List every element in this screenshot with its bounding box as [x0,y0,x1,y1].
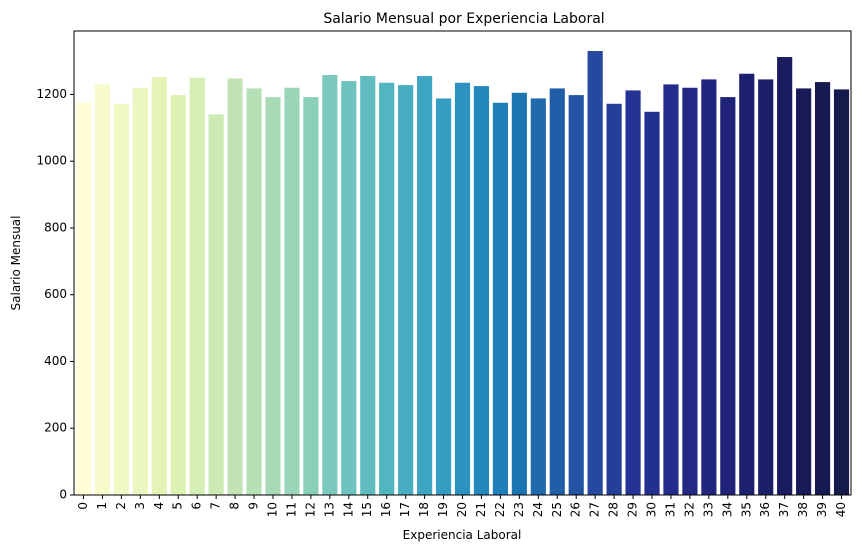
x-tick-label: 22 [493,502,507,517]
x-tick-label: 37 [777,502,791,517]
x-tick-label: 4 [152,502,166,510]
bar-37 [777,57,793,495]
bar-25 [549,88,565,496]
bar-30 [644,111,660,495]
bar-16 [379,82,395,496]
x-tick-label: 40 [834,502,848,517]
x-tick-label: 31 [663,502,677,517]
bar-20 [454,82,471,496]
x-tick-label: 36 [758,502,772,517]
x-tick-label: 6 [190,502,204,510]
y-tick-label: 800 [44,220,67,234]
plot-frame [73,30,852,496]
bar-2 [113,103,129,496]
y-axis-label: Salario Mensual [9,216,23,311]
chart-title: Salario Mensual por Experiencia Laboral [323,11,604,27]
bar-32 [682,87,698,495]
bar-35 [739,73,755,495]
bar-8 [227,78,243,496]
bar-19 [435,98,452,496]
bar-21 [473,86,490,495]
bar-3 [132,87,148,495]
bar-38 [796,88,812,496]
bars-group [75,51,850,496]
x-axis-label: Experiencia Laboral [403,528,522,542]
bar-0 [75,102,92,496]
bar-39 [814,82,831,495]
x-tick-label: 34 [720,502,734,517]
x-tick-label: 14 [341,502,355,517]
bar-17 [398,85,414,495]
bar-10 [265,97,281,495]
x-tick-label: 1 [95,502,109,510]
x-tick-label: 28 [607,502,621,517]
bar-34 [720,97,736,495]
x-tick-label: 10 [265,502,279,517]
x-tick-label: 5 [171,502,185,510]
x-tick-label: 32 [682,502,696,517]
bar-22 [492,102,508,496]
bar-4 [151,77,167,495]
x-tick-label: 20 [455,502,469,517]
x-tick-label: 7 [209,502,223,510]
bar-40 [833,89,850,496]
x-tick-label: 18 [417,502,431,517]
y-tick-label: 1000 [36,154,67,168]
x-tick-label: 33 [701,502,715,517]
x-tick-label: 15 [360,502,374,517]
x-tick-label: 19 [436,502,450,517]
bar-14 [341,81,357,495]
x-tick-label: 17 [398,502,412,517]
y-tick-label: 400 [44,354,67,368]
bar-27 [587,51,603,495]
bar-28 [606,103,622,496]
x-tick-label: 26 [569,502,583,517]
x-tick-label: 30 [645,502,659,517]
y-ticks: 0 200 400 600 800 1000 1200 [36,87,74,502]
bar-31 [663,84,679,495]
y-tick-label: 1200 [36,87,67,101]
y-tick-label: 0 [59,488,67,502]
x-tick-label: 3 [133,502,147,510]
bar-12 [303,97,319,495]
x-tick-label: 13 [322,502,336,517]
bar-1 [94,84,111,495]
x-tick-label: 11 [284,502,298,517]
x-tick-label: 27 [588,502,602,517]
bar-7 [208,114,224,495]
bar-6 [189,77,205,495]
x-tick-label: 0 [76,502,90,510]
x-tick-label: 16 [379,502,393,517]
x-tick-label: 8 [228,502,242,510]
x-tick-label: 24 [531,502,545,517]
bar-26 [568,95,584,495]
x-ticks: 0 1 2 3 4 5 6 7 8 9 10 11 12 13 14 15 16 17 18 19 20 21 22 23 24… [76,495,848,517]
bar-33 [701,79,717,496]
x-tick-label: 23 [512,502,526,517]
x-tick-label: 21 [474,502,488,517]
y-tick-label: 200 [44,421,67,435]
x-tick-label: 25 [550,502,564,517]
x-tick-label: 2 [114,502,128,510]
x-tick-label: 9 [247,502,261,510]
bar-15 [360,76,376,495]
bar-18 [417,76,433,495]
x-tick-label: 38 [796,502,810,517]
bar-36 [758,79,774,496]
bar-9 [246,88,262,496]
x-tick-label: 35 [739,502,753,517]
bar-11 [284,87,300,495]
bar-23 [511,92,527,495]
bar-29 [625,90,641,496]
bar-13 [322,75,338,495]
bar-5 [170,95,186,495]
y-tick-label: 600 [44,287,67,301]
x-tick-label: 12 [303,502,317,517]
x-tick-label: 39 [815,502,829,517]
bar-24 [530,98,546,496]
x-tick-label: 29 [626,502,640,517]
